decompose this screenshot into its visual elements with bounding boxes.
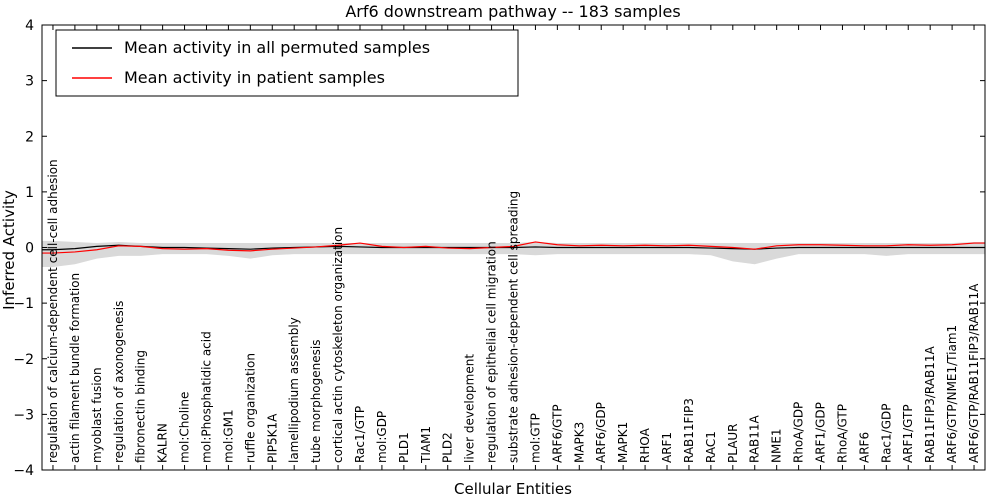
x-tick-label: substrate adhesion-dependent cell spread… bbox=[507, 191, 521, 463]
legend-label-permuted: Mean activity in all permuted samples bbox=[124, 38, 430, 57]
x-tick-label: KALRN bbox=[156, 423, 170, 463]
x-tick-label: RHOA bbox=[638, 427, 652, 463]
permuted-mean-line bbox=[42, 244, 985, 251]
y-tick-label: 4 bbox=[25, 18, 34, 34]
y-tick-label: −2 bbox=[13, 352, 34, 368]
x-tick-label: TIAM1 bbox=[419, 426, 433, 464]
y-tick-label: 1 bbox=[25, 185, 34, 201]
y-tick-label: 3 bbox=[25, 74, 34, 90]
x-tick-label: mol:Choline bbox=[178, 392, 192, 463]
plot-frame bbox=[41, 24, 986, 471]
x-tick-label: ARF1/GTP bbox=[901, 404, 915, 463]
x-tick-label: Rac1/GTP bbox=[353, 406, 367, 463]
x-tick-label: mol:GTP bbox=[528, 413, 542, 463]
x-tick-label: myoblast fusion bbox=[90, 367, 104, 463]
axis-layer: −4 −3 −2 −1 0 1 2 3 4 regulation of calcium-depen… bbox=[13, 18, 985, 479]
x-tick-label: RhoA/GTP bbox=[835, 404, 849, 463]
x-tick-label: mol:GDP bbox=[375, 411, 389, 463]
x-tick-label: PIP5K1A bbox=[265, 413, 279, 463]
x-tick-label: RhoA/GDP bbox=[792, 402, 806, 463]
x-tick-label: ARF6/GTP bbox=[550, 404, 564, 463]
x-tick-label: regulation of epithelial cell migration bbox=[485, 241, 499, 463]
x-tick-label: regulation of axonogenesis bbox=[112, 301, 126, 463]
x-tick-label: ARF6/GDP bbox=[594, 402, 608, 463]
x-tick-label: RAB11FIP3/RAB11A bbox=[923, 346, 937, 463]
x-tick-label: ARF6/GTP/RAB11FIP3/RAB11A bbox=[967, 283, 981, 463]
y-tick-label: 2 bbox=[25, 129, 34, 145]
x-tick-label: tube morphogenesis bbox=[309, 340, 323, 463]
legend: Mean activity in all permuted samples Me… bbox=[55, 29, 519, 97]
x-tick-label: ruffle organization bbox=[243, 353, 257, 463]
x-tick-label: Rac1/GDP bbox=[879, 404, 893, 463]
x-tick-label: PLD2 bbox=[441, 432, 455, 463]
x-tick-label: fibronectin binding bbox=[134, 350, 148, 463]
x-tick-label: MAPK1 bbox=[616, 422, 630, 463]
x-tick-label: RAC1 bbox=[704, 431, 718, 463]
x-tick-label: liver development bbox=[463, 354, 477, 463]
x-tick-label: PLAUR bbox=[726, 423, 740, 463]
series-line-layer bbox=[42, 241, 985, 254]
x-tick-label: ARF6/GTP/NME1/Tiam1 bbox=[945, 325, 959, 463]
x-tick-label: mol:Phosphatidic acid bbox=[199, 331, 213, 463]
patient-mean-line bbox=[42, 241, 985, 254]
y-tick-label: −3 bbox=[13, 407, 34, 423]
chart-title: Arf6 downstream pathway -- 183 samples bbox=[345, 2, 680, 21]
x-tick-label: MAPK3 bbox=[572, 422, 586, 463]
x-tick-label: actin filament bundle formation bbox=[68, 273, 82, 463]
x-tick-label: PLD1 bbox=[397, 432, 411, 463]
x-tick-label: ARF6 bbox=[857, 432, 871, 463]
x-tick-label: lamellipodium assembly bbox=[287, 317, 301, 463]
x-tick-label: ARF1/GDP bbox=[814, 402, 828, 463]
legend-label-patient: Mean activity in patient samples bbox=[124, 68, 385, 87]
x-tick-label: ARF1 bbox=[660, 432, 674, 463]
x-tick-label: cortical actin cytoskeleton organization bbox=[331, 227, 345, 463]
x-tick-label: RAB11A bbox=[748, 414, 762, 463]
legend-box bbox=[55, 29, 519, 97]
y-tick-label: −1 bbox=[13, 296, 34, 312]
x-tick-label: NME1 bbox=[770, 428, 784, 463]
x-tick-label: regulation of calcium-dependent cell-cel… bbox=[46, 159, 60, 463]
x-tick-label: RAB11FIP3 bbox=[682, 398, 696, 463]
y-tick-label: −4 bbox=[13, 463, 34, 479]
x-axis-label: Cellular Entities bbox=[454, 480, 572, 498]
y-axis-label: Inferred Activity bbox=[0, 190, 18, 310]
x-tick-label: mol:GM1 bbox=[221, 409, 235, 463]
y-tick-label: 0 bbox=[25, 241, 34, 257]
